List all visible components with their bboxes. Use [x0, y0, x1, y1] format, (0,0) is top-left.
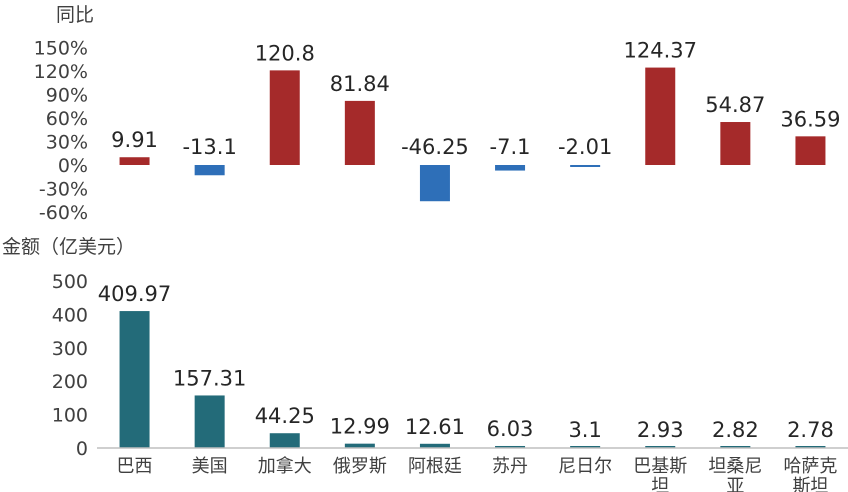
amount-value-label: 3.1 [568, 418, 601, 442]
yoy-value-label: 9.91 [111, 128, 158, 152]
category-label: 美国 [192, 456, 228, 477]
yoy-value-label: 36.59 [780, 107, 840, 131]
yoy-value-label: 120.8 [255, 41, 315, 65]
top-chart-y-axis-title: 同比 [56, 4, 95, 26]
bottom-chart-bars [119, 311, 826, 448]
bottom-chart-y-axis-title: 金额（亿美元） [2, 236, 136, 258]
yoy-bar [570, 165, 601, 167]
category-label: 亚 [726, 476, 744, 492]
amount-value-label: 157.31 [173, 366, 246, 390]
amount-bar [119, 311, 150, 448]
amount-value-label: 409.97 [98, 282, 171, 306]
category-label: 巴西 [117, 456, 153, 477]
amount-value-label: 12.99 [330, 415, 390, 439]
category-label: 坦 [651, 476, 669, 492]
yoy-value-label: -2.01 [558, 135, 612, 159]
bottom-y-tick-label: 500 [52, 271, 88, 293]
top-y-tick-label: 30% [46, 132, 88, 154]
category-label: 坦桑尼 [708, 456, 762, 477]
top-y-tick-label: -30% [39, 179, 88, 201]
amount-bar [645, 446, 676, 448]
category-label: 苏丹 [492, 456, 528, 477]
yoy-value-label: -13.1 [182, 135, 236, 159]
amount-bar [795, 446, 826, 448]
category-label: 巴基斯 [633, 456, 687, 477]
top-chart-value-labels: 9.91 -13.1 120.8 81.84 -46.25 -7.1 -2.01 124.37… [111, 39, 840, 159]
amount-value-label: 6.03 [487, 417, 534, 441]
bottom-y-tick-label: 400 [52, 304, 88, 326]
yoy-bar [495, 165, 526, 171]
top-y-tick-label: 120% [34, 61, 88, 83]
bottom-y-tick-label: 200 [52, 371, 88, 393]
yoy-bar [344, 100, 375, 165]
yoy-bar [194, 165, 225, 176]
yoy-bar [419, 165, 450, 202]
category-label: 尼日尔 [558, 456, 612, 477]
yoy-value-label: 124.37 [624, 39, 697, 63]
bottom-y-tick-label: 300 [52, 338, 88, 360]
category-label: 加拿大 [258, 455, 312, 477]
bottom-chart-y-axis: 500 400 300 200 100 0 [52, 271, 88, 460]
yoy-bar [645, 67, 676, 165]
amount-value-label: 2.78 [787, 418, 834, 442]
top-y-tick-label: 90% [46, 85, 88, 107]
yoy-value-label: 54.87 [705, 93, 765, 117]
category-label: 斯坦 [792, 476, 828, 492]
top-y-tick-label: -60% [39, 202, 88, 224]
yoy-value-label: -7.1 [490, 135, 531, 159]
yoy-value-label: 81.84 [330, 72, 390, 96]
amount-value-label: 44.25 [255, 404, 315, 428]
amount-bar [570, 446, 601, 448]
yoy-bar [795, 136, 826, 165]
top-chart-bars [119, 67, 826, 202]
top-y-tick-label: 150% [34, 38, 88, 60]
bottom-y-tick-label: 100 [52, 405, 88, 427]
top-y-tick-label: 60% [46, 108, 88, 130]
yoy-bar [720, 122, 751, 165]
yoy-bar [119, 157, 150, 165]
top-chart-y-axis: 150%120%90%60%30%0%-30%-60% [34, 38, 88, 225]
bottom-y-tick-label: 0 [76, 438, 88, 460]
yoy-bar [269, 70, 300, 165]
amount-bar [344, 443, 375, 448]
amount-bar [495, 445, 526, 448]
amount-bar [419, 443, 450, 448]
top-y-tick-label: 0% [58, 155, 88, 177]
amount-bar [720, 446, 751, 448]
category-label: 阿根廷 [408, 456, 462, 477]
yoy-value-label: -46.25 [401, 135, 469, 159]
category-label: 俄罗斯 [333, 456, 387, 477]
amount-value-label: 12.61 [405, 415, 465, 439]
amount-value-label: 2.93 [637, 418, 684, 442]
amount-bar [194, 395, 225, 448]
amount-bar [269, 433, 300, 448]
bottom-chart-value-labels: 409.97 157.31 44.25 12.99 12.61 6.03 3.1 2.93 2.… [98, 282, 834, 442]
category-label: 哈萨克 [783, 456, 837, 477]
amount-value-label: 2.82 [712, 418, 759, 442]
